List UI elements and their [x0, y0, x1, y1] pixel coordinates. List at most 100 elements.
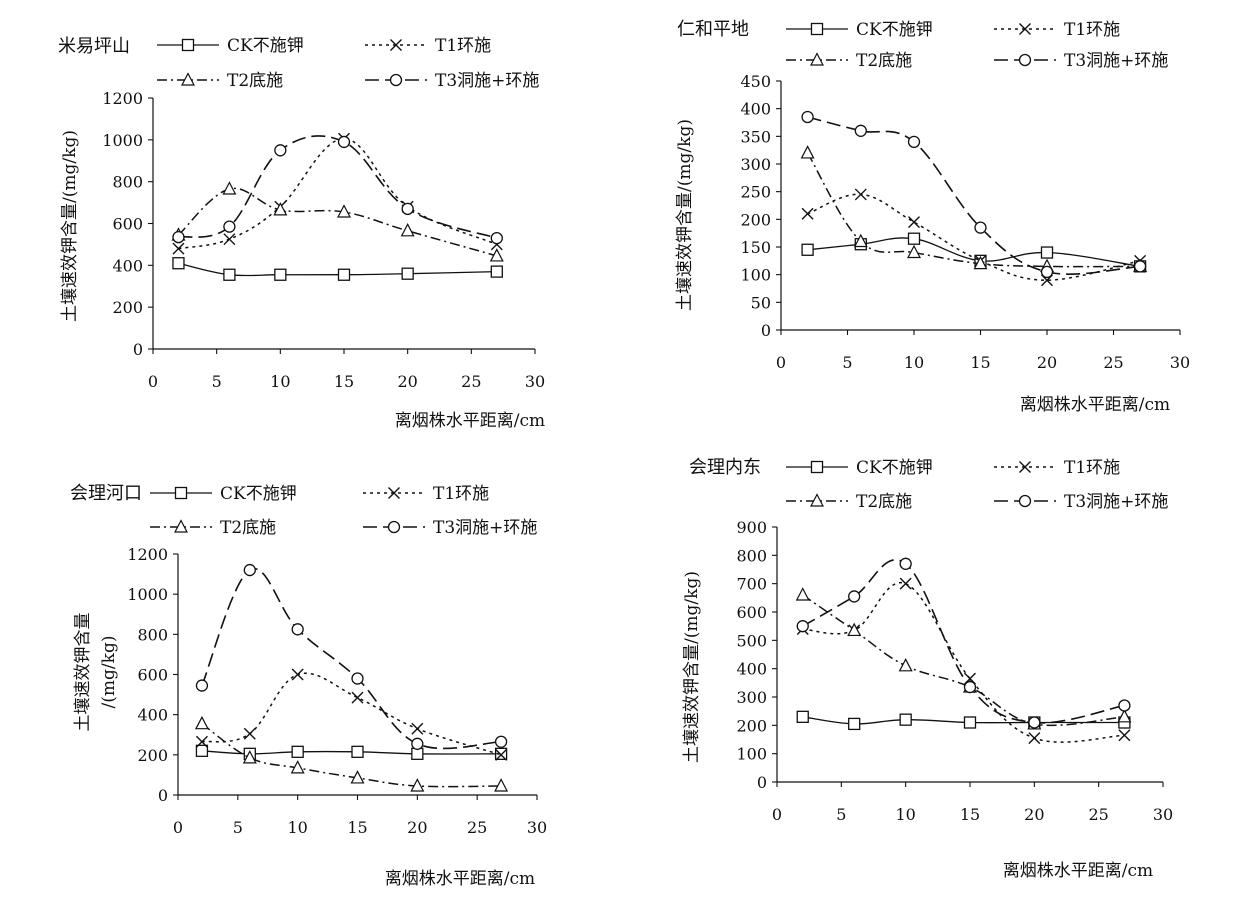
- x-tick-label: 15: [970, 353, 990, 372]
- x-tick-label: 5: [836, 805, 846, 824]
- data-point-ck: [494, 747, 508, 760]
- x-tick-label: 25: [1103, 353, 1123, 372]
- y-tick-label: 300: [740, 155, 771, 174]
- data-point-t3: [907, 135, 921, 149]
- data-point-t1: [172, 242, 185, 255]
- y-axis-label: 土壤速效钾含量/(mg/kg): [681, 571, 702, 763]
- x-tick-label: 30: [527, 818, 547, 837]
- chart-title: 仁和平地: [677, 19, 749, 40]
- data-point-ck: [801, 243, 814, 256]
- series-line-t2: [201, 723, 502, 788]
- data-point-t2: [898, 658, 913, 672]
- x-tick-label: 25: [1088, 805, 1108, 824]
- legend-item-t1: T1环施: [994, 458, 1120, 478]
- data-point-t3: [854, 124, 867, 137]
- data-point-t1: [411, 722, 424, 735]
- x-tick-label: 10: [270, 372, 290, 391]
- y-tick-label: 900: [736, 518, 767, 537]
- legend-marker: [389, 73, 403, 87]
- legend-item-t2: T2底施: [786, 51, 912, 71]
- data-point-t3: [848, 590, 861, 603]
- data-point-t2: [290, 760, 305, 774]
- x-axis-label: 离烟株水平距离/cm: [1003, 861, 1153, 881]
- x-tick-label: 0: [772, 805, 782, 824]
- y-tick-label: 800: [137, 625, 168, 644]
- x-tick-label: 25: [467, 818, 487, 837]
- x-tick-label: 20: [1024, 805, 1044, 824]
- x-tick-label: 5: [233, 818, 243, 837]
- y-tick-label: 1200: [102, 89, 143, 108]
- legend-item-ck: CK不施钾: [786, 20, 933, 40]
- data-point-ck: [337, 268, 351, 281]
- x-tick-label: 30: [1170, 353, 1190, 372]
- legend-item-t3: T3洞施+环施: [365, 71, 539, 91]
- data-point-t3: [1040, 265, 1054, 279]
- legend-label: T2底施: [856, 51, 912, 71]
- y-tick-label: 150: [740, 238, 771, 257]
- chart-title: 米易坪山: [58, 36, 130, 57]
- data-point-t1: [854, 188, 867, 201]
- y-tick-label: 400: [137, 706, 168, 725]
- y-axis-label: 土壤速效钾含量/(mg/kg): [674, 119, 695, 311]
- legend-label: T1环施: [435, 36, 491, 56]
- data-point-t1: [195, 735, 208, 748]
- x-tick-label: 15: [960, 805, 980, 824]
- x-tick-label: 20: [1037, 353, 1057, 372]
- legend-marker: [388, 487, 400, 499]
- data-point-t2: [242, 750, 257, 764]
- y-axis-label-line-1: 土壤速效钾含量: [72, 613, 93, 732]
- legend-marker: [390, 39, 402, 51]
- x-tick-label: 15: [347, 818, 367, 837]
- data-point-ck: [411, 747, 424, 760]
- data-point-ck: [401, 267, 414, 280]
- y-axis-label-line-2: /(mg/kg): [99, 636, 119, 709]
- legend-marker: [174, 519, 188, 533]
- x-tick-label: 5: [842, 353, 852, 372]
- y-axis-label: 土壤速效钾含量/(mg/kg): [59, 130, 80, 322]
- y-tick-label: 1000: [102, 131, 143, 150]
- legend-marker: [1018, 494, 1032, 508]
- data-point-t3: [223, 220, 236, 233]
- series-line-t3: [807, 116, 1141, 275]
- y-tick-label: 350: [740, 127, 771, 146]
- y-tick-label: 200: [736, 716, 767, 735]
- data-point-t2: [907, 244, 921, 259]
- legend-label: CK不施钾: [856, 20, 933, 40]
- data-point-t3: [801, 110, 814, 124]
- y-tick-label: 1000: [127, 585, 168, 604]
- chart-panel-3: 0 200 400 600 800 1000 1200 0 5 10 15 20 25 30 离烟株水平距离…: [70, 483, 547, 889]
- y-tick-label: 250: [740, 183, 771, 202]
- legend-label: T3洞施+环施: [1064, 492, 1168, 512]
- data-point-t1: [351, 691, 364, 704]
- x-tick-label: 30: [1153, 805, 1173, 824]
- data-point-t3: [243, 563, 256, 577]
- legend-item-t3: T3洞施+环施: [994, 51, 1168, 71]
- data-point-t1: [223, 233, 236, 246]
- data-point-t2: [800, 145, 815, 159]
- legend-marker: [181, 38, 195, 52]
- x-axis-label: 离烟株水平距离/cm: [1020, 395, 1170, 415]
- x-tick-label: 10: [895, 805, 915, 824]
- y-tick-label: 200: [112, 298, 143, 317]
- y-tick-label: 100: [740, 266, 771, 285]
- y-tick-label: 400: [736, 660, 767, 679]
- data-point-t3: [796, 620, 809, 633]
- data-point-t2: [273, 202, 288, 216]
- x-tick-label: 10: [904, 353, 924, 372]
- data-point-ck: [899, 713, 912, 726]
- y-tick-label: 300: [736, 688, 767, 707]
- legend-label: CK不施钾: [856, 458, 933, 478]
- y-tick-label: 600: [736, 603, 767, 622]
- legend-item-t2: T2底施: [786, 492, 912, 512]
- legend-label: T1环施: [433, 484, 489, 504]
- legend-marker: [1019, 461, 1031, 473]
- data-point-t2: [350, 770, 365, 784]
- x-tick-label: 30: [525, 372, 545, 391]
- data-point-t3: [899, 557, 912, 570]
- x-axis-label: 离烟株水平距离/cm: [395, 411, 545, 431]
- legend-label: T1环施: [1064, 20, 1120, 40]
- legend-item-t1: T1环施: [994, 20, 1120, 40]
- y-tick-label: 200: [740, 210, 771, 229]
- x-tick-label: 0: [776, 353, 786, 372]
